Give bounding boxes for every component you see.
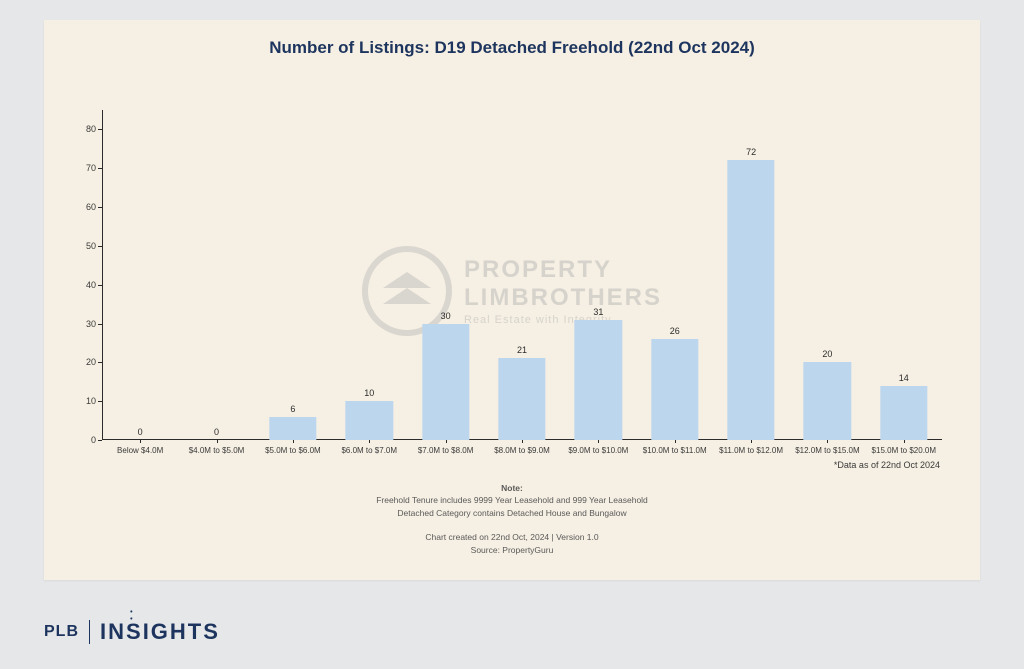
bar-value-label: 21: [492, 345, 552, 355]
bar-slot: 31$9.0M to $10.0M: [560, 110, 636, 440]
brand-insights-pre: IN: [100, 619, 126, 644]
brand-plb: PLB: [44, 623, 79, 641]
chart-panel: Number of Listings: D19 Detached Freehol…: [44, 20, 980, 580]
note-line4: Source: PropertyGuru: [471, 545, 554, 555]
bar-slot: 72$11.0M to $12.0M: [713, 110, 789, 440]
bar-slot: 26$10.0M to $11.0M: [637, 110, 713, 440]
x-tick: [675, 440, 676, 443]
bar: [804, 362, 851, 440]
y-tick-label: 30: [72, 319, 96, 329]
brand-logo: PLB INSIGHTS: [44, 619, 220, 645]
y-tick-label: 50: [72, 241, 96, 251]
x-tick: [904, 440, 905, 443]
bar: [346, 401, 393, 440]
x-tick: [598, 440, 599, 443]
data-asof-footnote: *Data as of 22nd Oct 2024: [834, 460, 940, 470]
category-label: $8.0M to $9.0M: [482, 446, 562, 455]
bar-slot: 21$8.0M to $9.0M: [484, 110, 560, 440]
bar: [727, 160, 774, 440]
y-tick-label: 20: [72, 357, 96, 367]
category-label: $15.0M to $20.0M: [864, 446, 944, 455]
bar-slot: 20$12.0M to $15.0M: [789, 110, 865, 440]
y-tick-label: 80: [72, 124, 96, 134]
bar-value-label: 6: [263, 404, 323, 414]
bar-value-label: 0: [187, 427, 247, 437]
bar: [498, 358, 545, 440]
chart-notes: Note: Freehold Tenure includes 9999 Year…: [44, 482, 980, 556]
bar: [880, 386, 927, 440]
category-label: $11.0M to $12.0M: [711, 446, 791, 455]
bar-value-label: 0: [110, 427, 170, 437]
y-tick-label: 60: [72, 202, 96, 212]
bar-value-label: 26: [645, 326, 705, 336]
y-tick-label: 40: [72, 280, 96, 290]
note-line2: Detached Category contains Detached Hous…: [397, 508, 626, 518]
x-tick: [140, 440, 141, 443]
x-tick: [446, 440, 447, 443]
x-tick: [827, 440, 828, 443]
bar-slot: 0$4.0M to $5.0M: [178, 110, 254, 440]
brand-insights: INSIGHTS: [100, 619, 220, 645]
bar-value-label: 31: [568, 307, 628, 317]
category-label: Below $4.0M: [100, 446, 180, 455]
bar-slot: 0Below $4.0M: [102, 110, 178, 440]
bar-value-label: 20: [797, 349, 857, 359]
note-head: Note:: [501, 483, 523, 493]
y-tick-label: 10: [72, 396, 96, 406]
bar-slot: 10$6.0M to $7.0M: [331, 110, 407, 440]
category-label: $6.0M to $7.0M: [329, 446, 409, 455]
bar-value-label: 14: [874, 373, 934, 383]
y-tick-label: 0: [72, 435, 96, 445]
x-tick: [522, 440, 523, 443]
category-label: $4.0M to $5.0M: [177, 446, 257, 455]
bar: [651, 339, 698, 440]
bar: [575, 320, 622, 440]
note-line3: Chart created on 22nd Oct, 2024 | Versio…: [425, 532, 598, 542]
brand-insights-post: IGHTS: [143, 619, 220, 644]
bar-value-label: 10: [339, 388, 399, 398]
bar-slot: 14$15.0M to $20.0M: [866, 110, 942, 440]
category-label: $12.0M to $15.0M: [787, 446, 867, 455]
plot-area: 010203040506070800Below $4.0M0$4.0M to $…: [102, 110, 942, 440]
bar: [422, 324, 469, 440]
bar: [269, 417, 316, 440]
x-tick: [751, 440, 752, 443]
y-tick-label: 70: [72, 163, 96, 173]
category-label: $9.0M to $10.0M: [558, 446, 638, 455]
bar-slot: 6$5.0M to $6.0M: [255, 110, 331, 440]
brand-divider: [89, 620, 90, 644]
x-tick: [369, 440, 370, 443]
y-tick: [98, 440, 102, 441]
x-tick: [293, 440, 294, 443]
x-tick: [217, 440, 218, 443]
category-label: $7.0M to $8.0M: [406, 446, 486, 455]
note-line1: Freehold Tenure includes 9999 Year Lease…: [376, 495, 648, 505]
brand-insights-mid: S: [126, 619, 143, 645]
bar-value-label: 30: [416, 311, 476, 321]
chart-title: Number of Listings: D19 Detached Freehol…: [44, 38, 980, 58]
bar-value-label: 72: [721, 147, 781, 157]
category-label: $10.0M to $11.0M: [635, 446, 715, 455]
bar-slot: 30$7.0M to $8.0M: [407, 110, 483, 440]
category-label: $5.0M to $6.0M: [253, 446, 333, 455]
page-container: Number of Listings: D19 Detached Freehol…: [20, 20, 1004, 649]
